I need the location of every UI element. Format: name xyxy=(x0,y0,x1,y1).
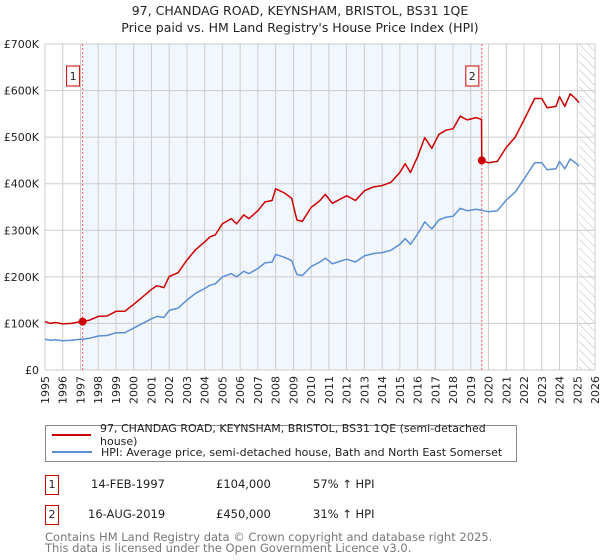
x-tick-label: 2022 xyxy=(518,376,531,404)
chart-subtitle: Price paid vs. HM Land Registry's House … xyxy=(121,20,479,35)
sale-point-marker xyxy=(78,317,87,326)
chart-title: 97, CHANDAG ROAD, KEYNSHAM, BRISTOL, BS3… xyxy=(131,3,469,18)
x-tick-label: 1998 xyxy=(92,376,105,404)
legend-label-property: 97, CHANDAG ROAD, KEYNSHAM, BRISTOL, BS3… xyxy=(100,422,486,448)
hpi-line xyxy=(44,158,580,342)
transaction-hpi: 57% ↑ HPI xyxy=(313,477,375,491)
y-tick-label: £500K xyxy=(4,131,40,144)
transaction-date: 14-FEB-1997 xyxy=(91,477,165,491)
x-tick-label: 1997 xyxy=(74,376,87,404)
footer-license: This data is licensed under the Open Gov… xyxy=(45,541,412,555)
x-tick-label: 2013 xyxy=(358,376,371,404)
legend-item-hpi: HPI: Average price, semi-detached house,… xyxy=(52,444,502,460)
ownership-shaded-band xyxy=(82,44,482,370)
transaction-badge: 1 xyxy=(45,475,59,495)
x-tick-label: 2012 xyxy=(341,376,354,404)
y-tick-label: £100K xyxy=(4,317,40,330)
y-tick-label: £700K xyxy=(4,38,40,51)
x-tick-label: 2021 xyxy=(500,376,513,404)
x-tick-label: 2006 xyxy=(234,376,247,404)
transaction-price: £104,000 xyxy=(216,477,271,491)
y-tick-label: £300K xyxy=(4,224,40,237)
x-tick-label: 2016 xyxy=(412,376,425,404)
x-tick-label: 2026 xyxy=(589,376,600,404)
x-tick-label: 2005 xyxy=(216,376,229,404)
transaction-price: £450,000 xyxy=(216,507,271,521)
x-tick-label: 2023 xyxy=(536,376,549,404)
transaction-date: 16-AUG-2019 xyxy=(88,507,166,521)
x-tick-label: 2010 xyxy=(305,376,318,404)
x-tick-label: 2024 xyxy=(554,376,567,404)
legend: 97, CHANDAG ROAD, KEYNSHAM, BRISTOL, BS3… xyxy=(45,422,517,462)
hatched-region xyxy=(579,44,595,370)
x-tick-label: 2014 xyxy=(376,376,389,404)
x-tick-label: 2007 xyxy=(252,376,265,404)
y-tick-label: £600K xyxy=(4,85,40,98)
legend-swatch-red xyxy=(52,434,91,436)
legend-label-hpi: HPI: Average price, semi-detached house,… xyxy=(101,445,503,459)
x-tick-label: 2019 xyxy=(465,376,478,404)
x-tick-label: 2000 xyxy=(128,376,141,404)
annotation-label: 1 xyxy=(70,70,77,83)
sale-point-marker xyxy=(477,156,486,165)
x-tick-label: 2011 xyxy=(323,376,336,404)
transaction-badge: 2 xyxy=(45,505,59,525)
x-tick-label: 2020 xyxy=(483,376,496,404)
footer-copyright: Contains HM Land Registry data © Crown c… xyxy=(45,530,493,544)
x-tick-label: 2025 xyxy=(571,376,584,404)
legend-swatch-blue xyxy=(52,451,92,453)
x-tick-label: 2001 xyxy=(145,376,158,404)
x-tick-label: 2004 xyxy=(199,376,212,404)
x-tick-label: 1996 xyxy=(57,376,70,404)
x-tick-label: 2017 xyxy=(429,376,442,404)
line-chart: 1995 1996 1997 1998 1999 2000 2001 2002 2003 2004… xyxy=(4,38,600,404)
x-tick-label: 2003 xyxy=(181,376,194,404)
y-tick-label: £0 xyxy=(25,364,39,377)
property-price-line xyxy=(44,93,580,325)
annotation-box xyxy=(465,65,480,87)
x-tick-label: 2015 xyxy=(394,376,407,404)
y-tick-label: £400K xyxy=(4,178,40,191)
transaction-hpi: 31% ↑ HPI xyxy=(313,507,375,521)
legend-item-property: 97, CHANDAG ROAD, KEYNSHAM, BRISTOL, BS3… xyxy=(52,422,516,448)
annotation-box xyxy=(66,65,81,87)
x-tick-label: 1999 xyxy=(110,376,123,404)
x-tick-label: 2008 xyxy=(270,376,283,404)
x-tick-label: 2018 xyxy=(447,376,460,404)
x-tick-label: 1995 xyxy=(39,376,52,404)
y-tick-label: £200K xyxy=(4,271,40,284)
annotation-label: 2 xyxy=(469,70,476,83)
x-tick-label: 2009 xyxy=(287,376,300,404)
x-tick-label: 2002 xyxy=(163,376,176,404)
